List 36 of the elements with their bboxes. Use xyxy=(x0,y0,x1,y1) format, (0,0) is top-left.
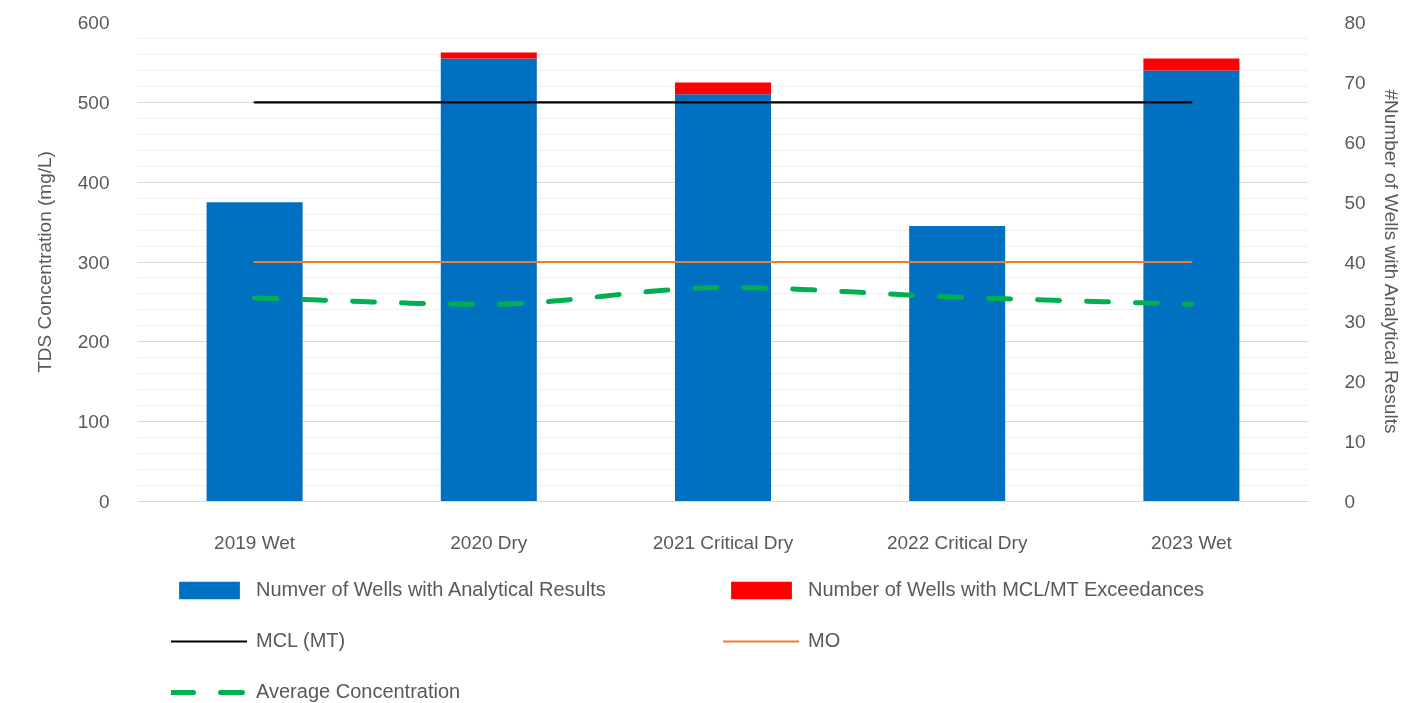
y2-tick-label: 30 xyxy=(1344,311,1366,333)
x-tick-label: 2020 Dry xyxy=(450,531,528,553)
y-axis-title: TDS Concentration (mg/L) xyxy=(33,151,55,373)
bar xyxy=(440,52,537,59)
y-tick-label: 400 xyxy=(77,171,110,193)
y-tick-label: 600 xyxy=(77,12,110,33)
legend-label: MO xyxy=(808,629,842,652)
bar xyxy=(674,94,772,502)
bar xyxy=(674,82,772,95)
legend-label: MCL (MT) xyxy=(256,629,347,652)
bar xyxy=(440,58,537,502)
y-tick-label: 100 xyxy=(77,411,110,433)
y-tick-label: 300 xyxy=(77,251,110,273)
y2-tick-label: 10 xyxy=(1344,431,1366,453)
y-tick-label: 200 xyxy=(77,331,110,353)
bar xyxy=(1143,58,1240,71)
bar xyxy=(909,226,1006,502)
x-tick-label: 2022 Critical Dry xyxy=(886,531,1028,553)
y-tick-label: 0 xyxy=(98,491,110,512)
y-tick-label: 500 xyxy=(77,91,110,113)
bar xyxy=(1143,70,1240,502)
y2-axis-title: #Number of Wells with Analytical Results xyxy=(1380,89,1402,434)
y2-tick-label: 0 xyxy=(1344,491,1356,512)
y2-tick-label: 80 xyxy=(1344,12,1366,33)
x-tick-label: 2021 Critical Dry xyxy=(652,531,794,553)
y2-tick-label: 40 xyxy=(1344,251,1366,273)
legend-label: Average Concentration xyxy=(256,680,462,703)
legend-label: Number of Wells with MCL/MT Exceedances xyxy=(808,578,1206,601)
y2-tick-label: 60 xyxy=(1344,131,1366,153)
legend-label: Numver of Wells with Analytical Results xyxy=(256,578,607,601)
x-tick-label: 2023 Wet xyxy=(1150,531,1233,553)
y2-tick-label: 50 xyxy=(1344,191,1366,213)
y2-tick-label: 70 xyxy=(1344,71,1366,93)
bar xyxy=(206,202,303,502)
x-tick-label: 2019 Wet xyxy=(214,531,296,553)
y2-tick-label: 20 xyxy=(1344,371,1366,393)
